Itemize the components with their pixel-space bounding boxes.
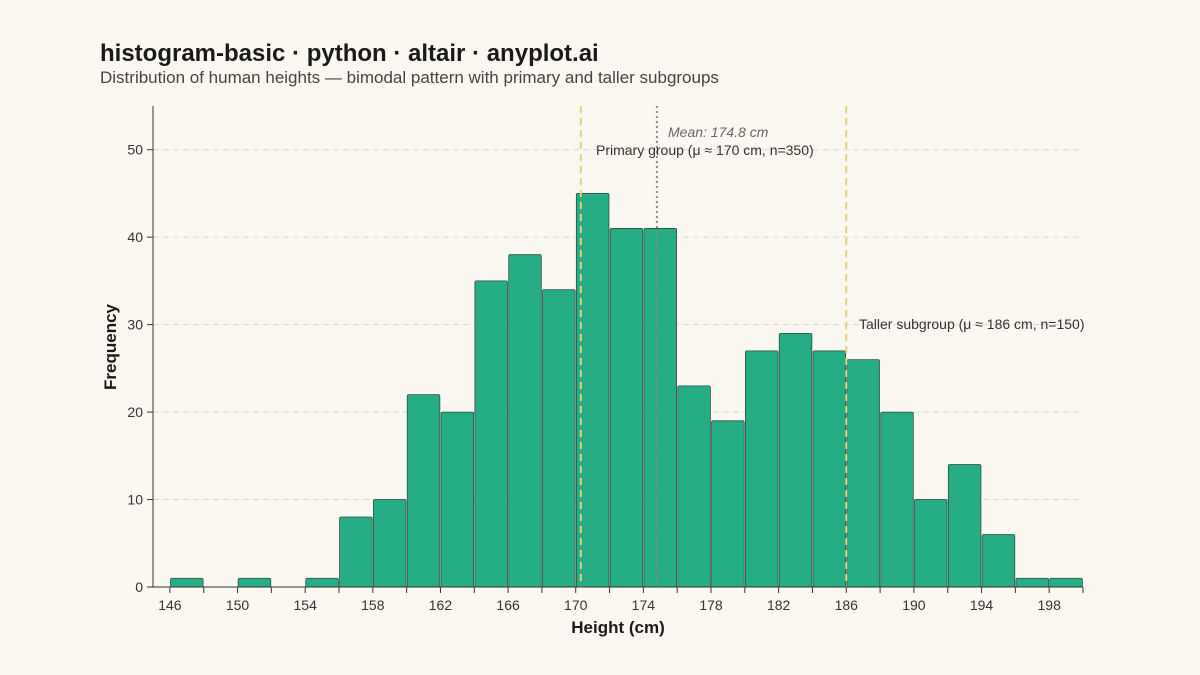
primary-group-label: Primary group (μ ≈ 170 cm, n=350): [596, 142, 814, 158]
histogram-bar: [373, 499, 407, 588]
histogram-bar: [609, 228, 644, 588]
x-tick-label: 158: [361, 597, 385, 613]
y-tick-label: 40: [127, 229, 143, 245]
y-tick-label: 10: [127, 492, 143, 508]
histogram-bar: [170, 577, 204, 588]
histogram-bar: [508, 254, 542, 588]
histogram-bar: [677, 385, 711, 588]
histogram-bar: [237, 577, 272, 588]
taller-subgroup-label: Taller subgroup (μ ≈ 186 cm, n=150): [859, 316, 1084, 332]
x-tick-label: 162: [429, 597, 453, 613]
histogram-bar: [305, 577, 339, 588]
histogram-bar: [474, 280, 508, 588]
x-tick-label: 170: [564, 597, 588, 613]
x-tick-label: 182: [767, 597, 791, 613]
y-axis-title: Frequency: [101, 303, 120, 390]
chart-subtitle: Distribution of human heights — bimodal …: [100, 68, 719, 87]
y-tick-label: 20: [127, 404, 143, 420]
x-tick-label: 186: [835, 597, 859, 613]
x-tick-label: 194: [970, 597, 994, 613]
histogram-bar: [812, 350, 847, 588]
y-tick-label: 0: [135, 579, 143, 595]
chart-title: histogram-basic · python · altair · anyp…: [100, 40, 599, 67]
histogram-bar: [542, 289, 576, 588]
y-tick-label: 50: [127, 142, 143, 158]
bars: [170, 193, 1083, 588]
histogram-bar: [1049, 577, 1083, 588]
x-tick-label: 146: [158, 597, 182, 613]
histogram-bar: [1015, 577, 1049, 588]
x-tick-label: 150: [226, 597, 250, 613]
histogram-bar: [880, 411, 914, 588]
x-axis-title: Height (cm): [571, 618, 665, 637]
histogram-bar: [846, 359, 880, 588]
x-tick-label: 178: [699, 597, 723, 613]
x-tick-label: 154: [294, 597, 318, 613]
x-tick-label: 198: [1038, 597, 1062, 613]
histogram-bar: [778, 332, 813, 588]
x-tick-label: 166: [496, 597, 520, 613]
x-tick-label: 174: [632, 597, 656, 613]
mean-label: Mean: 174.8 cm: [668, 124, 769, 140]
axes: 146 150 154 158 162 166 170 174 178 182 186 190 194 1…: [127, 106, 1084, 613]
reference-lines: Primary group (μ ≈ 170 cm, n=350) Mean: 1…: [579, 106, 1084, 587]
y-tick-label: 30: [127, 317, 143, 333]
histogram-bar: [339, 516, 373, 588]
histogram-bar: [914, 499, 948, 588]
histogram-bar: [440, 411, 475, 588]
histogram-bar: [643, 228, 677, 588]
x-tick-label: 190: [902, 597, 926, 613]
histogram-bar: [406, 394, 441, 588]
histogram-bar: [711, 420, 745, 588]
histogram-bar: [981, 534, 1016, 588]
histogram-bar: [745, 350, 779, 588]
histogram-bar: [947, 464, 982, 588]
